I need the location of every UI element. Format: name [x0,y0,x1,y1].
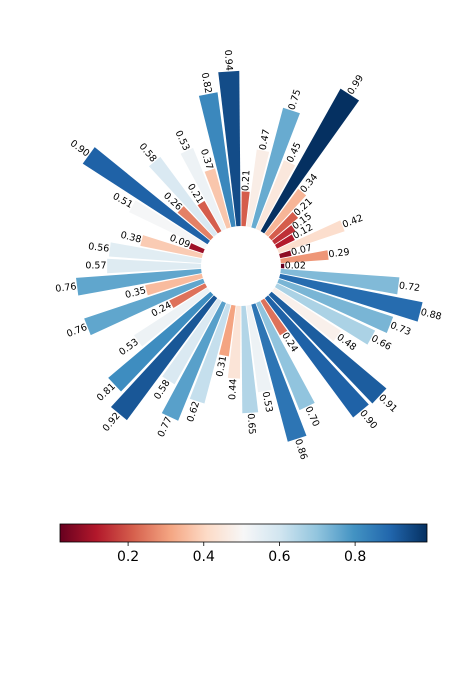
bar-value-label-38: 0.65 [245,413,257,435]
bar-value-label-37: 0.44 [227,378,239,400]
bar-20 [82,147,210,245]
bar-value-label-39: 0.53 [260,391,275,414]
bar-48 [279,273,423,322]
colorbar-tick-label-1: 0.4 [193,549,215,565]
bar-value-label-25: 0.57 [85,261,106,272]
bar-value-label-40: 0.86 [292,438,309,462]
bar-25 [107,258,202,274]
bar-value-label-10: 0.75 [287,88,304,112]
bar-46 [274,283,376,345]
bar-value-label-27: 0.35 [124,285,147,301]
bar-49 [280,268,400,295]
bar-value-label-3: 0.42 [341,213,365,231]
bar-29 [169,283,208,309]
bar-value-label-8: 0.99 [346,73,367,97]
bar-value-label-36: 0.31 [214,355,229,378]
bar-6 [268,212,299,241]
bar-17 [197,200,222,234]
bar-30 [134,287,210,347]
bar-43 [264,295,369,418]
bar-value-label-16: 0.53 [173,129,192,153]
bar-13 [218,70,241,227]
bar-34 [161,301,226,421]
bar-value-label-18: 0.58 [137,141,159,164]
bar-value-label-34: 0.77 [156,415,175,439]
bar-26 [76,268,202,296]
bar-27 [145,273,203,296]
bar-value-label-31: 0.81 [95,381,118,404]
bar-value-label-46: 0.66 [369,333,393,353]
bar-41 [256,301,315,411]
colorbar-tick-label-0: 0.2 [117,549,139,565]
bar-value-label-49: 0.72 [398,280,420,294]
bar-value-label-26: 0.76 [55,281,77,295]
bar-value-label-23: 0.38 [119,230,142,246]
bar-14 [198,92,236,228]
bar-23 [140,235,203,259]
bar-value-label-0: 0.02 [285,261,306,272]
bar-value-label-24: 0.56 [88,241,110,255]
bar-37 [227,305,241,379]
bar-1 [280,250,329,264]
colorbar-gradient [59,523,428,543]
bar-4 [274,234,295,249]
bar-9 [256,160,296,231]
bar-2 [279,250,292,259]
bar-value-label-20: 0.90 [68,138,92,159]
bar-18 [148,156,218,237]
bar-15 [204,168,231,229]
bar-value-label-41: 0.70 [302,405,321,429]
colorbar-tick-label-3: 0.8 [344,549,366,565]
bar-value-label-12: 0.21 [240,170,252,192]
bar-value-label-14: 0.82 [199,72,214,95]
bar-38 [241,305,259,414]
bar-31 [108,291,214,392]
bar-value-label-48: 0.88 [419,307,442,323]
bar-47 [277,278,394,334]
bar-39 [246,304,272,393]
bar-19 [177,206,214,241]
bar-22 [188,243,205,254]
bar-value-label-35: 0.62 [185,400,202,424]
bar-12 [241,191,250,227]
bar-5 [272,225,296,245]
bar-value-label-1: 0.29 [328,247,350,261]
colorbar: 0.2 0.4 0.6 0.8 [59,523,428,565]
bar-42 [260,298,288,336]
colorbar-tick-label-2: 0.6 [268,549,290,565]
bar-28 [84,278,205,336]
bar-0 [280,263,285,269]
bar-11 [246,149,270,228]
bar-40 [251,303,307,442]
bar-16 [180,147,226,231]
bar-value-label-44: 0.91 [376,392,399,415]
bar-10 [251,107,300,229]
bar-value-label-43: 0.90 [357,408,379,431]
bar-3 [277,220,345,254]
bar-value-label-13: 0.94 [222,49,234,71]
bar-8 [260,88,360,234]
bar-33 [162,298,222,385]
bar-value-label-47: 0.73 [389,320,413,338]
bar-36 [219,304,236,357]
bar-24 [108,242,202,264]
colorbar-ticks: 0.2 0.4 0.6 0.8 [117,542,366,565]
bar-45 [272,287,342,342]
bar-value-label-28: 0.76 [65,322,89,340]
bars-layer [76,70,423,442]
bar-value-label-11: 0.47 [258,128,273,151]
bar-21 [129,200,208,249]
bar-35 [189,303,231,404]
bar-32 [110,295,218,421]
bar-value-label-2: 0.07 [290,242,313,258]
bar-value-label-32: 0.92 [101,411,123,434]
bar-7 [264,188,307,237]
bar-44 [268,291,387,404]
